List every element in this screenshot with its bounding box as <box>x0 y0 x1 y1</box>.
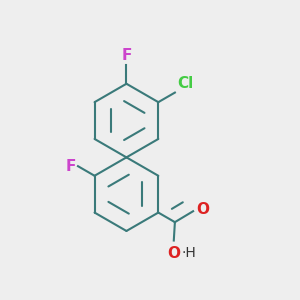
Text: F: F <box>121 48 132 63</box>
Text: O: O <box>167 246 180 261</box>
Text: F: F <box>65 159 76 174</box>
Text: O: O <box>196 202 209 217</box>
Text: ·H: ·H <box>182 246 196 260</box>
Text: Cl: Cl <box>177 76 194 91</box>
